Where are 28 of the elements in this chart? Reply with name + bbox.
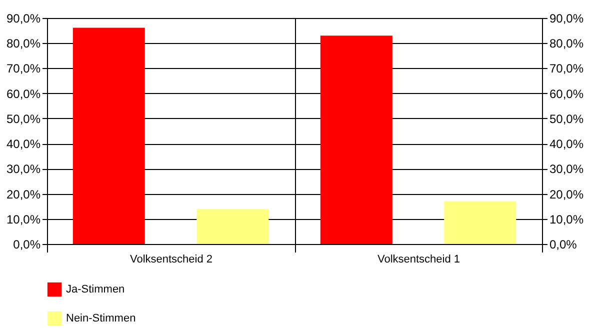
legend-label: Nein-Stimmen <box>66 312 136 324</box>
y-tick-label: 20,0% <box>6 187 41 202</box>
y-tick-label: 40,0% <box>6 137 41 152</box>
legend-label: Ja-Stimmen <box>66 284 125 296</box>
x-tick-label: Volksentscheid 2 <box>130 254 213 266</box>
y2-tick-label: 70,0% <box>550 62 584 76</box>
y2-tick-label: 50,0% <box>550 112 584 126</box>
bar <box>72 28 145 244</box>
x-tick-label: Volksentscheid 1 <box>377 254 460 266</box>
y2-tick-label: 40,0% <box>550 137 584 152</box>
bar <box>196 209 269 244</box>
y2-tick-label: 10,0% <box>550 212 584 226</box>
y2-tick-label: 90,0% <box>550 12 584 26</box>
y-tick-label: 50,0% <box>6 112 41 126</box>
y-tick-label: 30,0% <box>6 162 41 176</box>
y-tick-label: 90,0% <box>6 12 41 26</box>
y-tick-label: 70,0% <box>6 62 41 76</box>
y2-tick-label: 30,0% <box>550 162 584 176</box>
y-tick-label: 10,0% <box>6 212 41 226</box>
y2-tick-label: 80,0% <box>550 36 584 51</box>
y-tick-label: 0,0% <box>13 238 41 252</box>
y2-tick-label: 0,0% <box>550 238 578 252</box>
y2-tick-label: 60,0% <box>550 86 584 101</box>
y-tick-label: 80,0% <box>6 36 41 51</box>
y2-tick-label: 20,0% <box>550 187 584 202</box>
bar <box>444 201 516 244</box>
bar <box>320 36 392 244</box>
y-tick-label: 60,0% <box>6 86 41 101</box>
